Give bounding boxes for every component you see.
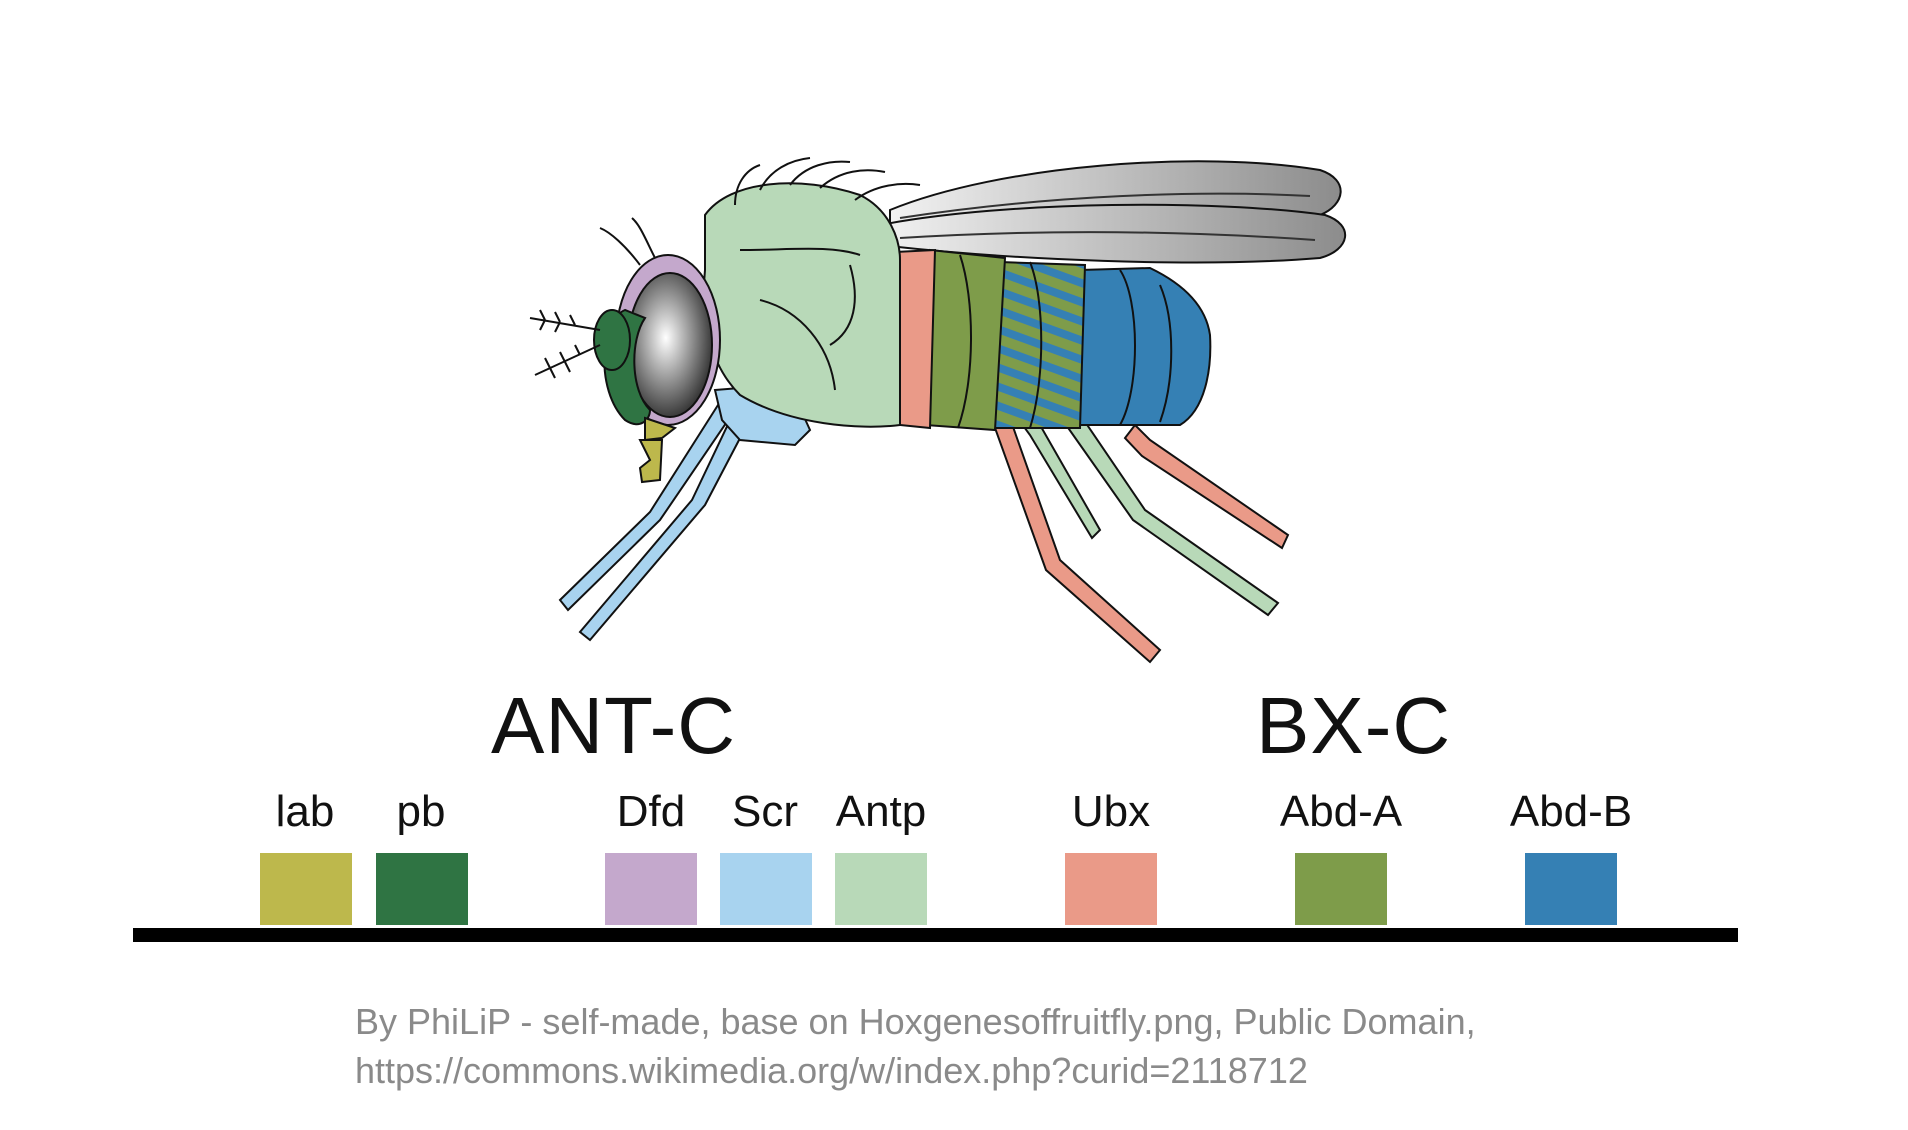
gene-label-abd-a: Abd-A bbox=[1279, 787, 1403, 836]
gene-label-abd-b: Abd-B bbox=[1509, 787, 1633, 836]
gene-swatch-dfd bbox=[605, 853, 697, 925]
gene-swatch-ubx bbox=[1065, 853, 1157, 925]
bristles bbox=[599, 157, 921, 266]
credit-line-1: By PhiLiP - self-made, base on Hoxgeneso… bbox=[355, 1001, 1476, 1042]
chromosome-line bbox=[133, 928, 1738, 942]
gene-label-lab: lab bbox=[275, 787, 335, 836]
gene-label-scr: Scr bbox=[732, 787, 798, 836]
gene-swatch-abd-a bbox=[1295, 853, 1387, 925]
gene-swatch-scr bbox=[720, 853, 812, 925]
leg-hind-abdb bbox=[1123, 423, 1290, 550]
cluster-label-ant-c: ANT-C bbox=[491, 681, 736, 770]
head bbox=[593, 254, 721, 484]
fruit-fly-illustration bbox=[529, 157, 1346, 664]
thorax bbox=[702, 182, 901, 428]
gene-label-dfd: Dfd bbox=[616, 787, 686, 836]
gene-swatch-lab bbox=[260, 853, 352, 925]
abdomen bbox=[923, 248, 1212, 432]
leg-front-scr bbox=[558, 386, 812, 642]
gene-label-ubx: Ubx bbox=[1071, 787, 1151, 836]
credit-line-2: https://commons.wikimedia.org/w/index.ph… bbox=[355, 1050, 1308, 1091]
gene-swatch-antp bbox=[835, 853, 927, 925]
gene-swatch-pb bbox=[376, 853, 468, 925]
gene-label-antp: Antp bbox=[835, 787, 927, 836]
antenna-arista bbox=[529, 309, 601, 379]
gene-swatch-abd-b bbox=[1525, 853, 1617, 925]
wings bbox=[879, 160, 1346, 264]
cluster-label-bx-c: BX-C bbox=[1256, 681, 1452, 770]
gene-label-pb: pb bbox=[396, 787, 446, 836]
